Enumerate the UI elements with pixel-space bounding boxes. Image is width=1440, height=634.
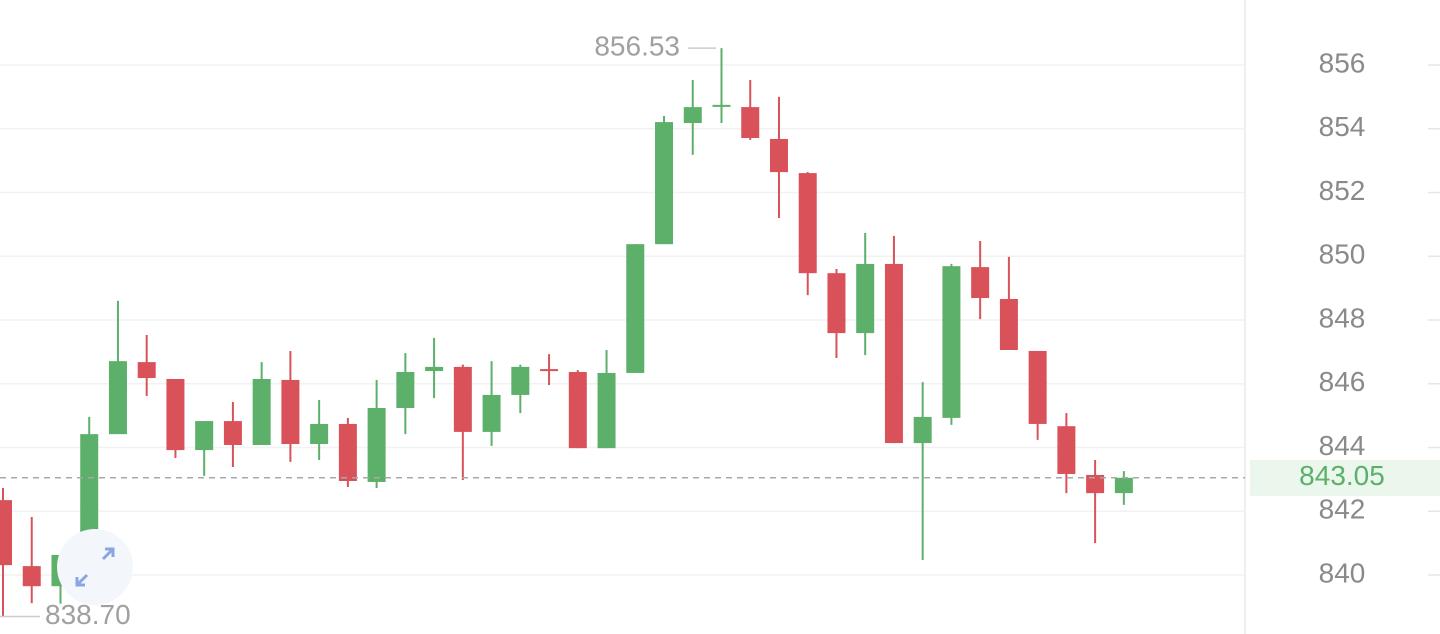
candle-body: [971, 267, 990, 299]
y-tick-label: 846: [1319, 366, 1366, 397]
candle-body: [568, 371, 587, 449]
candle-body: [1114, 477, 1133, 494]
candle-body: [425, 366, 444, 372]
candle-body: [913, 416, 932, 444]
y-tick-label: 854: [1319, 111, 1366, 142]
expand-icon[interactable]: [57, 529, 133, 605]
candle-body: [827, 273, 846, 334]
candle-body: [884, 263, 903, 444]
candle-body: [712, 104, 731, 107]
y-tick-label: 842: [1319, 494, 1366, 525]
candle-body: [281, 379, 300, 445]
candle-body: [798, 173, 817, 274]
candle-body: [1057, 426, 1076, 474]
candle-body: [597, 372, 616, 449]
candle-body: [769, 138, 788, 173]
candle-body: [453, 366, 472, 432]
candle-body: [626, 244, 645, 373]
last-price-label: 843.05: [1299, 460, 1385, 491]
expand-icon-bg: [57, 529, 133, 605]
candle-body: [22, 566, 41, 587]
candle-body: [1028, 350, 1047, 424]
candle-body: [741, 107, 760, 139]
candle-body: [540, 369, 559, 372]
candle-body: [367, 408, 386, 482]
candle-body: [511, 366, 530, 395]
candle-body: [942, 266, 961, 418]
y-tick-label: 848: [1319, 302, 1366, 333]
candle-body: [310, 423, 329, 445]
candle-body: [482, 394, 501, 432]
candle-body: [1086, 474, 1105, 494]
y-tick-label: 852: [1319, 175, 1366, 206]
candle-body: [252, 378, 271, 445]
candle-body: [80, 434, 99, 554]
candle-body: [856, 263, 875, 334]
candle-body: [999, 298, 1018, 350]
last-price-bg: [1250, 459, 1440, 496]
candle-body: [137, 362, 156, 379]
candle-body: [338, 423, 357, 481]
high-marker-label: 856.53: [594, 31, 680, 62]
y-tick-label: 850: [1319, 239, 1366, 270]
y-tick-label: 844: [1319, 430, 1366, 461]
candle-body: [396, 371, 415, 409]
candle-body: [683, 107, 702, 124]
candle-body: [166, 378, 185, 451]
y-tick-label: 840: [1319, 557, 1366, 588]
candle-body: [108, 361, 127, 435]
y-tick-label: 856: [1319, 47, 1366, 78]
candle-body: [0, 500, 12, 566]
candle-body: [223, 421, 242, 445]
candle-body: [655, 122, 674, 245]
expand-icon-arrows: [75, 547, 115, 587]
candle-body: [195, 421, 214, 451]
